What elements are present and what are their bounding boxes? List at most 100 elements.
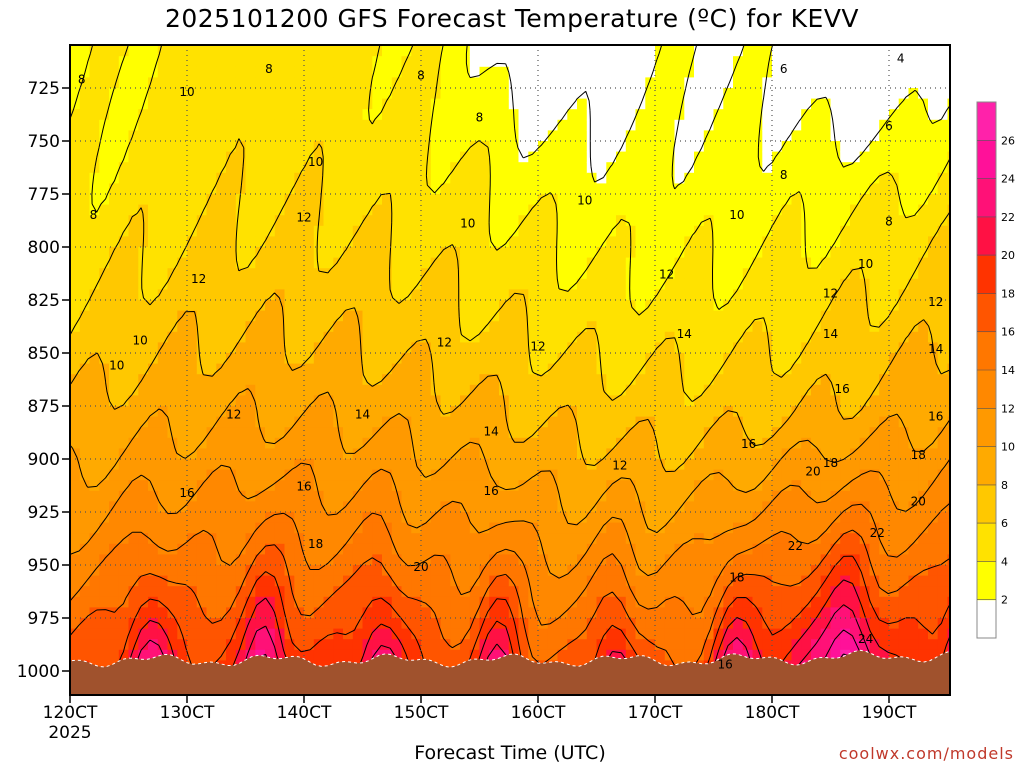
temperature-cell [450,628,461,640]
temperature-cell [362,533,373,545]
temperature-cell [294,490,305,502]
temperature-cell [109,543,120,555]
temperature-cell [635,437,646,449]
temperature-cell [606,395,617,407]
temperature-cell [196,480,208,492]
temperature-cell [99,554,110,566]
temperature-cell [616,247,627,259]
temperature-cell [703,45,715,57]
temperature-cell [450,512,461,524]
temperature-cell [411,416,422,428]
temperature-cell [674,310,685,322]
temperature-cell [772,586,783,598]
temperature-cell [528,98,539,110]
temperature-cell [772,194,783,206]
temperature-cell [538,353,549,365]
temperature-cell [216,172,227,184]
temperature-cell [635,416,646,428]
temperature-cell [362,300,373,312]
temperature-cell [801,236,812,248]
temperature-cell [450,522,461,534]
temperature-cell [89,554,100,566]
temperature-cell [577,204,588,216]
temperature-cell [167,289,178,301]
temperature-cell [674,459,685,471]
temperature-cell [216,66,227,78]
temperature-cell [245,628,256,640]
temperature-cell [99,416,110,428]
temperature-cell [479,172,490,184]
temperature-cell [265,77,276,89]
temperature-cell [518,363,529,375]
temperature-cell [820,395,831,407]
temperature-cell [781,225,792,237]
temperature-cell [274,522,286,534]
temperature-cell [674,649,685,661]
temperature-cell [304,512,315,524]
temperature-cell [70,575,81,587]
temperature-cell [820,586,831,598]
temperature-cell [450,172,461,184]
temperature-cell [499,331,510,343]
temperature-cell [79,427,91,439]
temperature-cell [167,119,178,131]
temperature-cell [742,596,754,608]
temperature-cell [157,172,169,184]
temperature-cell [216,575,227,587]
temperature-cell [830,649,841,661]
temperature-cell [167,321,178,333]
temperature-cell [508,151,520,163]
temperature-cell [655,384,666,396]
temperature-cell [450,660,461,672]
temperature-cell [674,522,685,534]
temperature-cell [723,289,734,301]
temperature-cell [245,300,256,312]
temperature-cell [255,247,266,259]
temperature-cell [557,151,568,163]
temperature-cell [830,575,841,587]
temperature-cell [372,374,383,386]
temperature-cell [313,395,325,407]
temperature-cell [382,501,393,513]
temperature-cell [89,225,100,237]
temperature-cell [645,490,656,502]
temperature-cell [635,278,646,290]
temperature-cell [294,310,305,322]
temperature-cell [382,342,393,354]
temperature-cell [499,342,510,354]
temperature-cell [733,575,744,587]
temperature-cell [664,490,676,502]
temperature-cell [528,310,539,322]
temperature-cell [245,596,256,608]
temperature-cell [596,236,607,248]
temperature-cell [762,215,773,227]
temperature-cell [557,565,568,577]
temperature-cell [118,543,130,555]
temperature-cell [684,204,695,216]
temperature-cell [89,543,100,555]
temperature-cell [323,427,334,439]
temperature-cell [684,194,695,206]
temperature-cell [538,374,549,386]
temperature-cell [703,575,715,587]
temperature-cell [557,172,568,184]
temperature-cell [635,310,646,322]
temperature-cell [99,56,110,68]
temperature-cell [294,416,305,428]
temperature-cell [742,501,754,513]
temperature-cell [606,596,617,608]
temperature-cell [762,194,773,206]
temperature-cell [508,225,520,237]
temperature-cell [469,469,481,481]
temperature-cell [157,247,169,259]
temperature-cell [460,172,471,184]
temperature-cell [430,469,442,481]
temperature-cell [401,406,412,418]
temperature-cell [138,162,149,174]
temperature-cell [684,236,695,248]
temperature-cell [479,204,490,216]
temperature-cell [138,172,149,184]
temperature-cell [752,289,763,301]
temperature-cell [684,321,695,333]
temperature-cell [70,437,81,449]
